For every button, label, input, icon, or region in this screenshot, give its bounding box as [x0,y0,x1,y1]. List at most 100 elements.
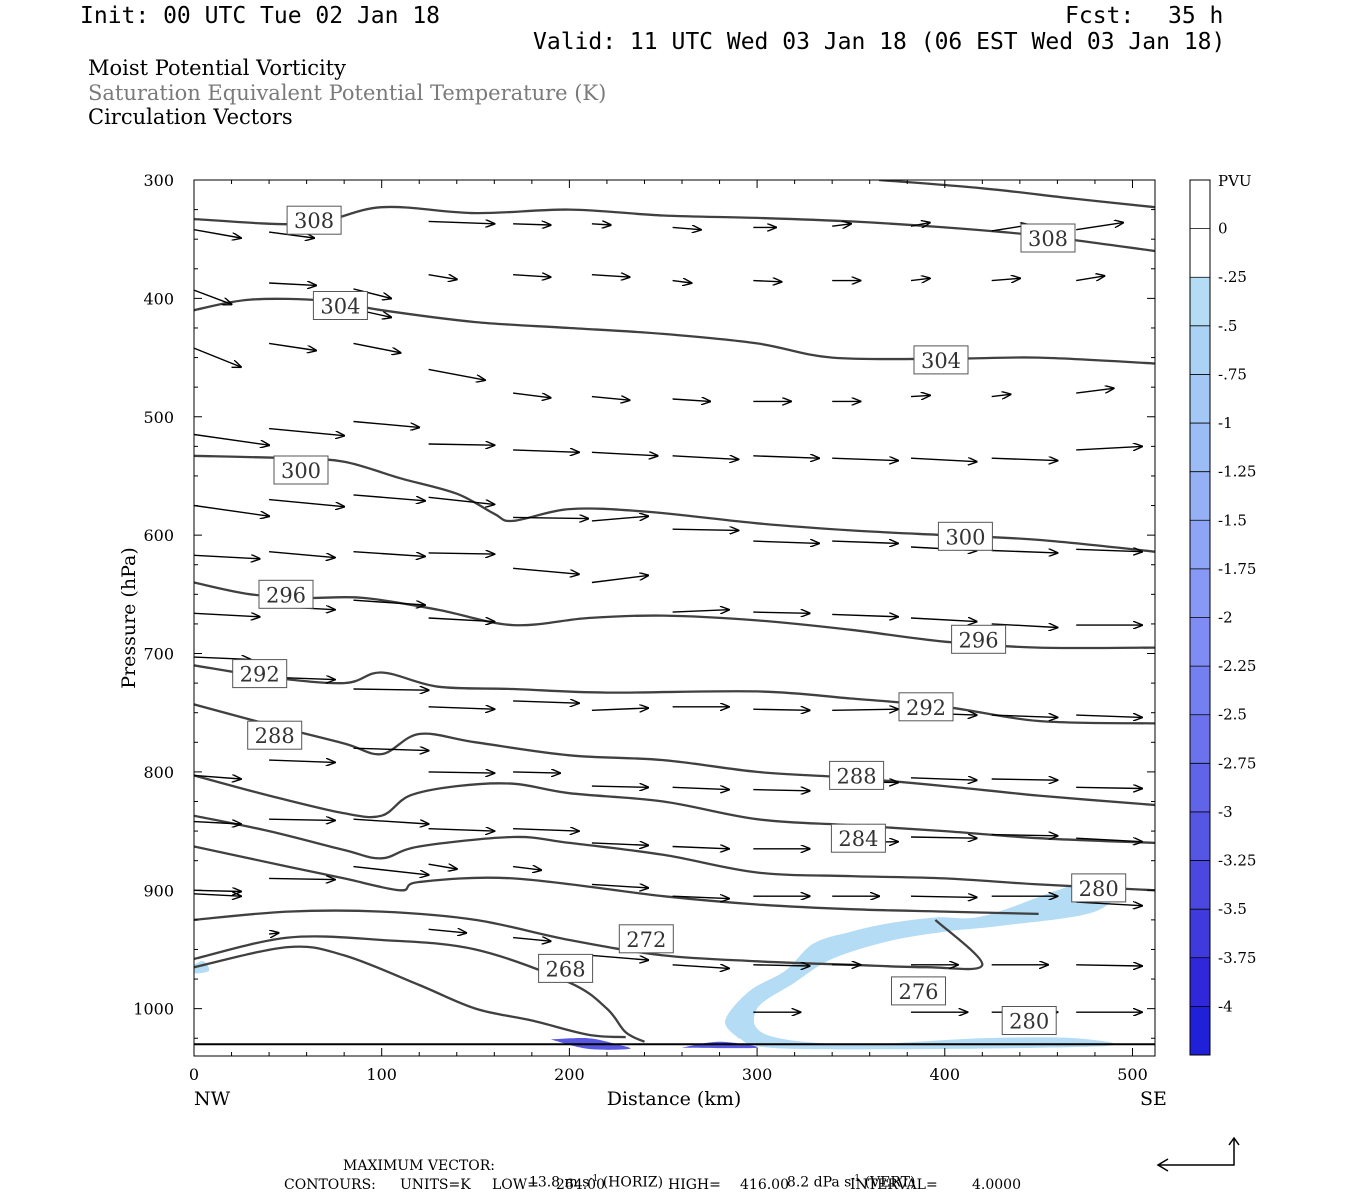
contour-label-box [1001,1006,1057,1035]
circulation-vector [1076,965,1142,966]
circulation-vector [269,283,316,285]
circulation-vector [353,818,429,824]
max-vert-unit: (VERT) [864,1174,916,1191]
colorbar-swatch [1190,666,1210,716]
pv-region-0 [725,877,1124,1050]
circulation-vector [513,867,541,871]
circulation-vector [513,224,551,225]
circulation-vector [591,843,648,845]
contour-label-box [1020,223,1076,253]
circulation-vector [753,281,781,282]
circulation-vector [1076,388,1114,394]
circulation-vector [910,458,977,462]
theta-contour-280 [194,845,1039,916]
colorbar-swatch [1190,471,1210,521]
circulation-vector [428,929,467,933]
contour-label-272: 272 [626,928,666,952]
circulation-vector [194,775,241,779]
contour-label-292: 292 [240,663,280,687]
circulation-vector [428,496,495,504]
circulation-vector [269,231,314,238]
circulation-vector [672,610,729,612]
circulation-vector [269,498,344,507]
circulation-vector [428,444,495,445]
circulation-vector [753,709,809,710]
contours-low-value: 264.00 [556,1177,605,1193]
circulation-vector [910,778,977,780]
circulation-vector [1076,446,1142,450]
theta-contour-308 [879,180,1155,209]
circulation-vector [991,624,1058,628]
contour-label-box [891,976,946,1006]
contour-label-box [286,205,342,235]
circulation-vector [428,707,495,709]
contour-label-box [913,345,969,375]
circulation-vector [832,709,898,710]
circulation-vector [353,748,429,750]
circulation-vector [591,397,630,401]
circulation-vector [1076,838,1142,842]
colorbar-tick-label: -2.75 [1218,754,1256,772]
circulation-vector [269,427,344,436]
init-time: Init: 00 UTC Tue 02 Jan 18 [80,3,441,29]
circulation-vector [194,613,260,617]
max-horiz-value: 13.8 m s [528,1174,590,1191]
contour-label-box [830,823,886,853]
colorbar-swatch [1190,860,1210,910]
circulation-vector [991,835,1058,836]
circulation-vector [269,819,335,820]
circulation-vector [194,347,241,367]
circulation-vector [753,965,809,966]
colorbar-swatch [1190,714,1210,764]
reference-vector-arrow-icon [1156,1136,1240,1172]
circulation-vector [832,541,898,543]
circulation-vector [353,865,429,875]
contour-label-box [538,953,594,983]
colorbar-tick-label: -2.25 [1218,657,1256,675]
contour-label-288: 288 [837,764,877,788]
se-end-label: SE [1140,1088,1167,1110]
circulation-vector [991,458,1058,460]
contour-label-276: 276 [898,980,938,1004]
y-tick-label: 800 [143,763,174,782]
circulation-vector [353,689,429,690]
max-vector-label: MAXIMUM VECTOR: [343,1158,495,1174]
colorbar-swatch [1190,325,1210,375]
circulation-vector [513,772,560,773]
circulation-vector [269,933,278,934]
circulation-vector [991,551,1058,553]
theta-contour-292 [194,664,1155,725]
contour-label-box [312,291,368,320]
x-tick-label: 200 [554,1065,585,1084]
circulation-vector [269,551,335,558]
circulation-vector [910,223,930,227]
circulation-vector [353,599,425,605]
theta-contour-300 [194,454,1155,553]
contours-high-label: HIGH= [668,1177,721,1193]
contour-label-304: 304 [921,349,961,373]
circulation-vector [910,618,977,622]
circulation-vector [194,894,241,896]
circulation-vector [910,896,977,897]
max-vertical-vector: 8.2 dPa s-1 (VERT) [778,1158,916,1191]
circulation-vector [753,541,819,543]
contours-units: UNITS=K [400,1177,471,1193]
circulation-vector [591,708,648,710]
circulation-vector [194,289,232,304]
circulation-vector [353,342,401,352]
nw-end-label: NW [194,1088,231,1110]
theta-contour-276 [194,909,984,971]
circulation-vector [672,787,729,789]
contour-label-300: 300 [281,459,321,483]
circulation-vector [513,517,588,518]
circulation-vector [672,281,692,283]
circulation-vector [832,458,898,460]
circulation-vector [513,450,579,452]
theta-contour-268 [194,945,626,1039]
y-axis-title: Pressure (hPa) [118,547,140,689]
y-tick-label: 700 [143,645,174,664]
circulation-vector [991,394,1011,396]
circulation-vector [591,224,611,225]
contour-label-layer: 308 308 304 304 300 300 296 296 292 292 288 288 284 2… [232,205,1127,1035]
theta-contour-272 [194,935,646,1043]
